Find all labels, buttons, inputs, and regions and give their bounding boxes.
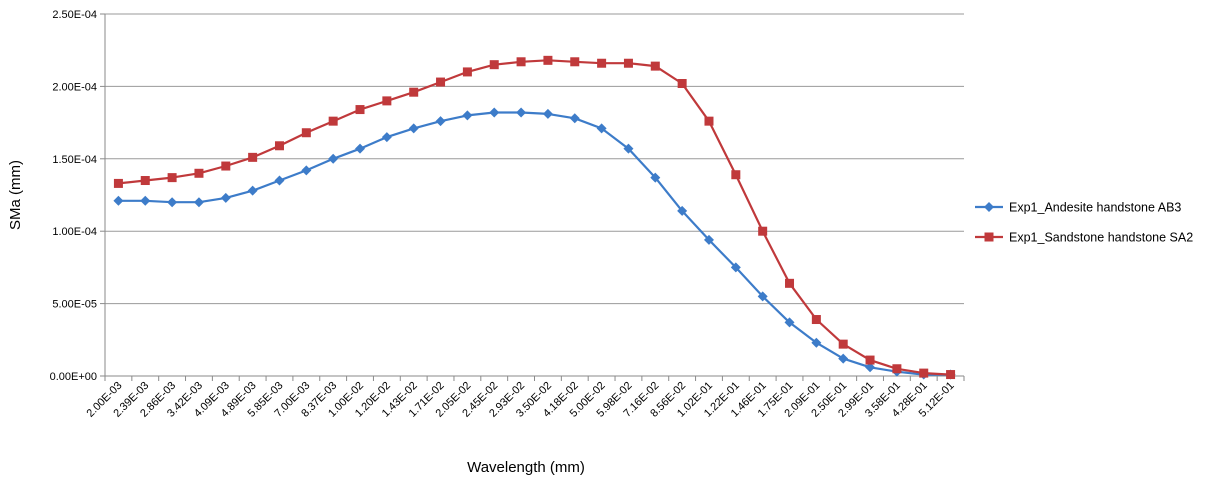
series-layer xyxy=(113,55,956,380)
legend-label: Exp1_Sandstone handstone SA2 xyxy=(1009,231,1193,245)
legend-marker xyxy=(984,202,994,212)
data-point xyxy=(650,61,660,71)
x-axis-ticks: 2.00E-032.39E-032.86E-033.42E-034.09E-03… xyxy=(84,376,965,420)
data-point xyxy=(516,107,527,118)
data-point xyxy=(462,67,472,77)
data-point xyxy=(355,143,366,154)
data-point xyxy=(650,172,661,183)
data-point xyxy=(811,337,822,348)
data-point xyxy=(435,116,446,127)
data-point xyxy=(623,143,634,154)
data-point xyxy=(838,339,848,349)
y-tick-label: 0.00E+00 xyxy=(50,371,97,383)
y-tick-label: 5.00E-05 xyxy=(52,299,97,311)
data-point xyxy=(919,368,929,378)
data-point xyxy=(436,77,446,87)
data-point xyxy=(946,370,956,380)
data-point xyxy=(301,128,311,138)
y-tick-label: 1.50E-04 xyxy=(52,154,97,166)
data-point xyxy=(865,355,875,365)
data-point xyxy=(248,152,258,162)
data-point xyxy=(596,123,607,134)
data-point xyxy=(140,176,150,186)
data-point xyxy=(167,197,178,208)
data-point xyxy=(247,185,258,196)
data-point xyxy=(758,226,768,236)
data-point xyxy=(516,57,526,67)
y-axis-ticks: 0.00E+00 5.00E-05 1.00E-04 1.50E-04 2.00E-04… xyxy=(50,9,97,383)
data-point xyxy=(811,315,821,325)
data-point xyxy=(704,116,714,126)
data-point xyxy=(489,107,500,118)
data-point xyxy=(382,96,392,106)
legend-label: Exp1_Andesite handstone AB3 xyxy=(1009,201,1181,215)
data-point xyxy=(408,123,419,134)
data-point xyxy=(274,141,284,151)
data-point xyxy=(381,132,392,143)
data-point xyxy=(703,234,714,245)
data-point xyxy=(785,278,795,288)
y-tick-label: 2.50E-04 xyxy=(52,9,97,21)
data-point xyxy=(355,105,365,115)
data-point xyxy=(274,175,285,186)
series-line xyxy=(118,111,951,376)
series-1 xyxy=(113,107,956,380)
legend-item: Exp1_Sandstone handstone SA2 xyxy=(975,231,1193,245)
data-point xyxy=(892,364,902,374)
gridlines xyxy=(100,13,964,377)
series-2 xyxy=(113,55,956,380)
data-point xyxy=(569,113,580,124)
legend-marker xyxy=(984,232,994,242)
data-point xyxy=(677,79,687,89)
data-point xyxy=(221,161,231,171)
data-point xyxy=(489,60,499,70)
data-point xyxy=(193,197,204,208)
x-axis-label: Wavelength (mm) xyxy=(467,459,585,476)
data-point xyxy=(623,58,633,68)
data-point xyxy=(865,362,876,373)
data-point xyxy=(220,192,231,203)
series-line xyxy=(118,59,951,376)
data-point xyxy=(328,116,338,126)
data-point xyxy=(597,58,607,68)
data-point xyxy=(543,55,553,65)
data-point xyxy=(113,195,124,206)
data-point xyxy=(194,168,204,178)
data-point xyxy=(301,165,312,176)
legend-item: Exp1_Andesite handstone AB3 xyxy=(975,201,1181,215)
data-point xyxy=(570,57,580,67)
data-point xyxy=(140,195,151,206)
data-point xyxy=(542,108,553,119)
data-point xyxy=(731,170,741,180)
data-point xyxy=(167,173,177,183)
data-point xyxy=(409,87,419,97)
data-point xyxy=(328,153,339,164)
data-point xyxy=(677,205,688,216)
data-point xyxy=(113,178,123,188)
data-point xyxy=(730,262,741,273)
legend: Exp1_Andesite handstone AB3 Exp1_Sandston… xyxy=(975,201,1193,245)
y-axis-label: SMa (mm) xyxy=(7,160,24,230)
data-point xyxy=(462,110,473,121)
data-point xyxy=(784,317,795,328)
y-tick-label: 2.00E-04 xyxy=(52,81,97,93)
data-point xyxy=(838,353,849,364)
data-point xyxy=(757,291,768,302)
y-tick-label: 1.00E-04 xyxy=(52,226,97,238)
